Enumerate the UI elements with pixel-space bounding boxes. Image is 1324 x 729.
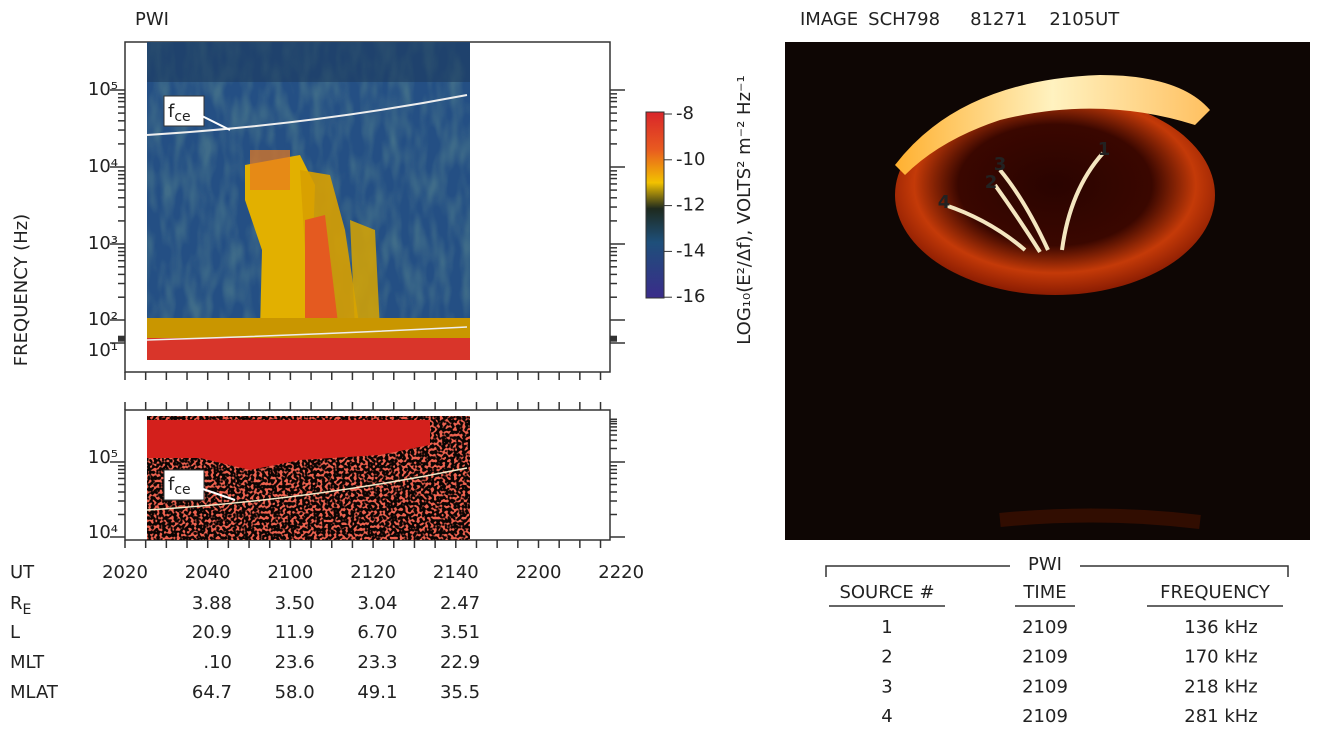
title-part: SCH798: [868, 9, 940, 30]
source-marker: 1: [1098, 139, 1111, 160]
ephemeris-label: RE: [10, 593, 31, 618]
label-main: R: [10, 593, 23, 614]
colorbar-label: LOG₁₀(E²/Δf), VOLTS² m⁻² Hz⁻¹: [734, 75, 755, 344]
image-title: IMAGE SCH798 81271 2105UT: [800, 9, 1120, 30]
table-cell: 1: [881, 617, 892, 638]
title-part: IMAGE: [800, 9, 858, 30]
colorbar-tick-label: -16: [676, 286, 705, 307]
ephemeris-value: 64.7: [192, 682, 232, 703]
x-tick-label: 2220: [598, 562, 644, 583]
colorbar-tick-label: -8: [676, 103, 694, 124]
table-header: FREQUENCY: [1160, 582, 1271, 603]
x-tick-label: 2140: [433, 562, 479, 583]
x-tick-label: 2100: [267, 562, 313, 583]
top-spectrogram: fce: [125, 42, 610, 372]
table-cell: 136 kHz: [1184, 617, 1258, 638]
auroral-image: 1 23 4: [785, 42, 1310, 540]
ephemeris-value: 23.6: [275, 652, 315, 673]
colorbar: -8 -10 -12 -14 -16 LOG₁₀(E²/Δf), VOLTS² m⁻² …: [646, 75, 755, 344]
y-tick-label: 10⁴: [88, 522, 118, 543]
y-axis-label: FREQUENCY (Hz): [11, 214, 32, 366]
ephemeris-value: 3.88: [192, 593, 232, 614]
table-title: PWI: [1028, 554, 1062, 575]
bottom-spectrogram: fce: [125, 410, 610, 540]
x-tick-label: 2040: [185, 562, 231, 583]
ephemeris-value: 2.47: [440, 593, 480, 614]
table-cell: 2109: [1022, 617, 1068, 638]
x-axis-label: UT: [10, 562, 35, 583]
ephemeris-value: 3.51: [440, 622, 480, 643]
table-cell: 2109: [1022, 706, 1068, 727]
table-cell: 2: [881, 647, 892, 668]
table-cell: 2109: [1022, 676, 1068, 697]
table-cell: 218 kHz: [1184, 676, 1258, 697]
label-main: MLAT: [10, 682, 59, 703]
title-part: 2105UT: [1049, 9, 1120, 30]
ephemeris-value: .10: [203, 652, 232, 673]
table-cell: 3: [881, 676, 892, 697]
colorbar-tick-label: -10: [676, 149, 705, 170]
x-tick-label: 2120: [350, 562, 396, 583]
colorbar-tick-label: -14: [676, 240, 705, 261]
table-cell: 4: [881, 706, 892, 727]
table-cell: 170 kHz: [1184, 647, 1258, 668]
x-tick-label: 2020: [102, 562, 148, 583]
source-table: PWI SOURCE # TIME FREQUENCY 1 2109 136 kHz 2 21…: [826, 554, 1288, 727]
ephemeris-value: 6.70: [357, 622, 397, 643]
ephemeris-value: 11.9: [275, 622, 315, 643]
table-cell: 281 kHz: [1184, 706, 1258, 727]
source-marker: 3: [994, 154, 1007, 175]
label-main: MLT: [10, 652, 45, 673]
ephemeris-label: L: [10, 622, 20, 643]
ephemeris-value: 20.9: [192, 622, 232, 643]
label-sub: E: [23, 602, 32, 618]
table-header: TIME: [1022, 582, 1066, 603]
ephemeris-value: 3.04: [357, 593, 397, 614]
ephemeris-value: 49.1: [357, 682, 397, 703]
label-main: L: [10, 622, 20, 643]
ephemeris-label: MLT: [10, 652, 45, 673]
figure: PWI FREQUENCY (Hz) fce -8 -10 -12 -14 -16 LO…: [0, 0, 1324, 729]
ephemeris-value: 3.50: [275, 593, 315, 614]
source-marker: 4: [938, 192, 951, 213]
left-title: PWI: [135, 9, 169, 30]
colorbar-tick-label: -12: [676, 195, 705, 216]
ephemeris-value: 58.0: [275, 682, 315, 703]
y-tick-label: 10⁵: [88, 447, 118, 468]
ephemeris-value: 22.9: [440, 652, 480, 673]
table-header: SOURCE #: [839, 582, 934, 603]
title-part: 81271: [970, 9, 1027, 30]
ephemeris-value: 23.3: [357, 652, 397, 673]
table-cell: 2109: [1022, 647, 1068, 668]
ephemeris-value: 35.5: [440, 682, 480, 703]
x-tick-label: 2200: [516, 562, 562, 583]
ephemeris-label: MLAT: [10, 682, 59, 703]
source-marker: 2: [985, 172, 998, 193]
